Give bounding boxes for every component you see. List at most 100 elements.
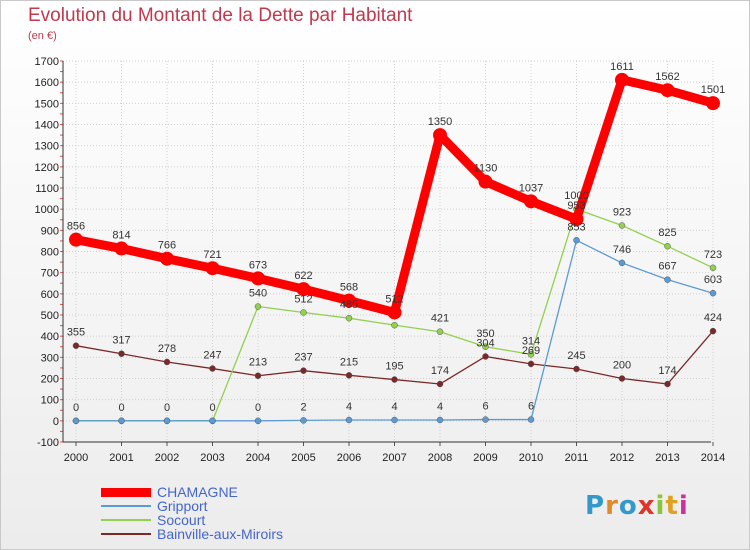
x-tick-label: 2009 — [473, 452, 497, 464]
data-label: 825 — [658, 227, 676, 239]
data-point — [436, 328, 444, 335]
data-point — [254, 303, 262, 310]
data-label: 1611 — [610, 61, 634, 73]
data-point — [618, 375, 626, 382]
data-point — [163, 417, 171, 425]
logo-letter: t — [665, 491, 679, 521]
legend-label: Bainville-aux-Miroirs — [157, 526, 284, 542]
data-point — [209, 365, 216, 372]
data-point — [72, 342, 80, 349]
y-tick-label: 500 — [41, 310, 59, 322]
x-tick-label: 2002 — [155, 452, 179, 464]
data-point — [478, 174, 493, 189]
data-point — [296, 282, 311, 297]
x-tick-label: 2000 — [64, 452, 88, 464]
data-label: 200 — [613, 360, 631, 372]
data-point — [709, 264, 717, 272]
data-label: 723 — [704, 249, 722, 261]
data-point — [345, 372, 353, 379]
data-label: 174 — [431, 365, 449, 377]
x-tick-label: 2014 — [701, 452, 725, 464]
data-label: 247 — [203, 350, 221, 362]
data-point — [436, 380, 444, 388]
y-tick-label: 400 — [41, 331, 59, 343]
data-label: 0 — [209, 402, 215, 414]
data-point — [482, 353, 489, 360]
logo-letter: r — [605, 491, 619, 521]
data-label: 540 — [249, 288, 267, 300]
data-point — [664, 242, 671, 250]
data-label: 237 — [294, 352, 312, 364]
chart-title: Evolution du Montant de la Dette par Hab… — [28, 5, 413, 26]
logo-letter: o — [618, 491, 638, 521]
logo-letter: x — [637, 491, 656, 521]
data-label: 485 — [340, 299, 358, 311]
data-point — [527, 360, 535, 368]
data-label: 4 — [437, 401, 443, 413]
data-label: 424 — [704, 312, 722, 324]
data-label: 673 — [249, 259, 267, 271]
data-point — [251, 271, 265, 286]
data-label: 314 — [522, 335, 540, 347]
data-label: 667 — [658, 261, 676, 273]
x-tick-label: 2006 — [337, 452, 361, 464]
data-point — [433, 128, 447, 143]
data-label: 421 — [431, 313, 449, 325]
proxiti-logo: Proxiti — [585, 491, 689, 521]
data-label: 350 — [476, 328, 494, 340]
data-label: 622 — [294, 270, 312, 282]
data-point — [345, 314, 353, 322]
x-tick-label: 2010 — [519, 452, 543, 464]
chart-subtitle: (en €) — [28, 30, 57, 42]
legend-item: Socourt — [101, 513, 283, 527]
data-point — [391, 416, 398, 424]
x-tick-label: 2001 — [109, 452, 133, 464]
data-label: 2 — [300, 401, 306, 413]
data-point — [664, 276, 671, 283]
data-point — [482, 416, 489, 423]
data-label: 215 — [340, 356, 358, 368]
data-point — [436, 416, 444, 424]
data-label: 174 — [658, 365, 676, 377]
data-label: 853 — [567, 221, 585, 233]
data-label: 512 — [385, 293, 403, 305]
data-label: 304 — [476, 337, 494, 349]
logo-letter: P — [585, 491, 606, 521]
data-label: 1501 — [701, 84, 725, 96]
y-tick-label: 1400 — [35, 120, 59, 132]
data-point — [482, 343, 489, 350]
data-point — [391, 376, 398, 383]
data-point — [706, 96, 720, 111]
y-tick-label: 100 — [41, 395, 59, 407]
data-point — [524, 194, 538, 209]
data-point — [342, 293, 356, 308]
y-tick-label: 300 — [41, 352, 59, 364]
data-label: 1037 — [519, 182, 543, 194]
data-point — [118, 350, 125, 357]
data-label: 953 — [567, 200, 585, 212]
data-point — [72, 417, 80, 425]
x-tick-label: 2007 — [382, 452, 406, 464]
data-label: 0 — [73, 402, 79, 414]
data-point — [660, 83, 675, 98]
data-point — [254, 417, 262, 425]
data-label: 213 — [249, 357, 267, 369]
y-tick-label: 0 — [53, 416, 59, 428]
y-tick-label: 1300 — [35, 141, 59, 153]
data-point — [209, 417, 216, 425]
x-tick-label: 2011 — [565, 452, 589, 464]
data-label: 923 — [613, 206, 631, 218]
logo-letter: i — [678, 491, 689, 521]
y-tick-label: 1000 — [35, 204, 59, 216]
y-tick-label: 600 — [41, 289, 59, 301]
data-label: 0 — [255, 402, 261, 414]
x-tick-label: 2003 — [200, 452, 224, 464]
data-point — [618, 222, 626, 229]
data-label: 6 — [482, 401, 488, 413]
y-tick-label: 700 — [41, 268, 59, 280]
data-label: 4 — [391, 401, 397, 413]
data-point — [709, 289, 717, 297]
data-label: 0 — [164, 402, 170, 414]
y-tick-label: 1600 — [35, 77, 59, 89]
